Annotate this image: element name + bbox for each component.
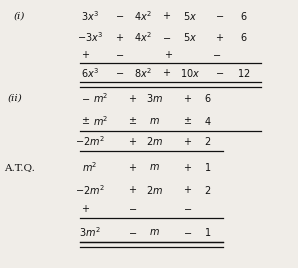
Text: (ii): (ii) xyxy=(7,94,22,103)
Text: $3x^3$: $3x^3$ xyxy=(81,9,99,23)
Text: $-$: $-$ xyxy=(115,69,124,77)
Text: $-$: $-$ xyxy=(183,204,192,213)
Text: $5x$: $5x$ xyxy=(183,31,197,43)
Text: $m$: $m$ xyxy=(150,162,160,172)
Text: $3m$: $3m$ xyxy=(146,92,163,104)
Text: $+$: $+$ xyxy=(128,184,137,195)
Text: $-$: $-$ xyxy=(81,94,90,103)
Text: $-$: $-$ xyxy=(215,69,224,77)
Text: $-2m^2$: $-2m^2$ xyxy=(75,135,105,148)
Text: $+$: $+$ xyxy=(183,162,192,173)
Text: $+$: $+$ xyxy=(183,136,192,147)
Text: $-$: $-$ xyxy=(128,204,137,213)
Text: $2m$: $2m$ xyxy=(146,184,163,196)
Text: $6x^3$: $6x^3$ xyxy=(81,66,99,80)
Text: $+$: $+$ xyxy=(183,93,192,104)
Text: $m$: $m$ xyxy=(150,227,160,237)
Text: $m^2$: $m^2$ xyxy=(82,160,98,174)
Text: $+$: $+$ xyxy=(81,49,90,60)
Text: $+$: $+$ xyxy=(128,136,137,147)
Text: $2$: $2$ xyxy=(204,184,212,196)
Text: $-$: $-$ xyxy=(212,50,221,59)
Text: $4$: $4$ xyxy=(204,115,212,127)
Text: A.T.Q.: A.T.Q. xyxy=(4,163,35,172)
Text: $-$: $-$ xyxy=(183,228,192,237)
Text: $-$: $-$ xyxy=(128,228,137,237)
Text: $4x^2$: $4x^2$ xyxy=(134,30,152,44)
Text: $2$: $2$ xyxy=(204,135,212,147)
Text: $1$: $1$ xyxy=(204,226,212,238)
Text: $+$: $+$ xyxy=(115,32,124,43)
Text: $-$: $-$ xyxy=(115,12,124,20)
Text: $+$: $+$ xyxy=(81,203,90,214)
Text: (i): (i) xyxy=(13,12,24,20)
Text: $+$: $+$ xyxy=(183,184,192,195)
Text: $4x^2$: $4x^2$ xyxy=(134,9,152,23)
Text: $+$: $+$ xyxy=(162,68,171,79)
Text: $\pm$: $\pm$ xyxy=(128,115,137,126)
Text: $-2m^2$: $-2m^2$ xyxy=(75,183,105,197)
Text: $12$: $12$ xyxy=(237,67,250,79)
Text: $6$: $6$ xyxy=(240,31,247,43)
Text: $-$: $-$ xyxy=(215,12,224,20)
Text: $1$: $1$ xyxy=(204,161,212,173)
Text: $5x$: $5x$ xyxy=(183,10,197,22)
Text: $-3x^3$: $-3x^3$ xyxy=(77,30,103,44)
Text: $+$: $+$ xyxy=(164,49,173,60)
Text: $2m$: $2m$ xyxy=(146,135,163,147)
Text: $-$: $-$ xyxy=(162,33,171,42)
Text: $+$: $+$ xyxy=(215,32,224,43)
Text: $-$: $-$ xyxy=(115,50,124,59)
Text: $10x$: $10x$ xyxy=(180,67,201,79)
Text: $6$: $6$ xyxy=(204,92,212,104)
Text: $8x^2$: $8x^2$ xyxy=(134,66,152,80)
Text: $+$: $+$ xyxy=(162,10,171,21)
Text: $+$: $+$ xyxy=(128,162,137,173)
Text: $\pm$: $\pm$ xyxy=(81,115,90,126)
Text: $\pm$: $\pm$ xyxy=(183,115,192,126)
Text: $m^2$: $m^2$ xyxy=(92,91,108,105)
Text: $m^2$: $m^2$ xyxy=(92,114,108,128)
Text: $3m^2$: $3m^2$ xyxy=(79,225,101,239)
Text: $m$: $m$ xyxy=(150,116,160,126)
Text: $6$: $6$ xyxy=(240,10,247,22)
Text: $+$: $+$ xyxy=(128,93,137,104)
